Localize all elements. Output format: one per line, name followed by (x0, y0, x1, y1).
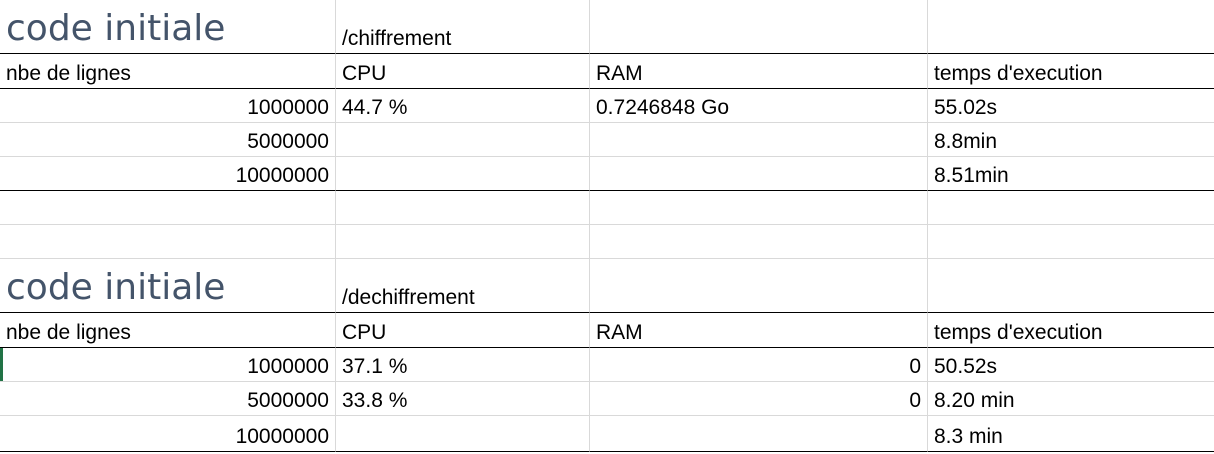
empty-cell[interactable] (590, 0, 928, 54)
section-1-title-row: code initiale /chiffrement (0, 0, 1214, 54)
table-row: 10000000 8.51min (0, 157, 1214, 191)
header-cpu[interactable]: CPU (336, 54, 590, 89)
cpu-cell[interactable] (336, 416, 590, 452)
section-1-header-row: nbe de lignes CPU RAM temps d'execution (0, 54, 1214, 89)
cpu-cell[interactable]: 37.1 % (336, 348, 590, 382)
time-cell[interactable]: 8.20 min (928, 382, 1214, 416)
empty-cell[interactable] (336, 191, 590, 225)
empty-cell[interactable] (0, 225, 336, 259)
header-time[interactable]: temps d'execution (928, 313, 1214, 348)
empty-cell[interactable] (928, 191, 1214, 225)
empty-cell[interactable] (0, 191, 336, 225)
empty-cell[interactable] (590, 191, 928, 225)
ram-cell[interactable]: 0 (590, 382, 928, 416)
header-ram[interactable]: RAM (590, 313, 928, 348)
cpu-cell[interactable]: 33.8 % (336, 382, 590, 416)
empty-cell[interactable] (590, 259, 928, 313)
empty-cell[interactable] (336, 225, 590, 259)
empty-row (0, 225, 1214, 259)
header-lines[interactable]: nbe de lignes (0, 313, 336, 348)
lines-cell[interactable]: 10000000 (0, 416, 336, 452)
cpu-cell[interactable]: 44.7 % (336, 89, 590, 123)
table-row: 5000000 33.8 % 0 8.20 min (0, 382, 1214, 416)
section-2-operation[interactable]: /dechiffrement (336, 259, 590, 313)
header-cpu[interactable]: CPU (336, 313, 590, 348)
table-row: 1000000 44.7 % 0.7246848 Go 55.02s (0, 89, 1214, 123)
header-time[interactable]: temps d'execution (928, 54, 1214, 89)
ram-cell[interactable] (590, 416, 928, 452)
section-2-title-row: code initiale /dechiffrement (0, 259, 1214, 313)
ram-cell[interactable] (590, 157, 928, 191)
time-cell[interactable]: 8.3 min (928, 416, 1214, 452)
section-1-title[interactable]: code initiale (0, 0, 336, 54)
ram-cell[interactable] (590, 123, 928, 157)
time-cell[interactable]: 50.52s (928, 348, 1214, 382)
cpu-cell[interactable] (336, 157, 590, 191)
ram-cell[interactable]: 0 (590, 348, 928, 382)
empty-row (0, 191, 1214, 225)
lines-cell[interactable]: 1000000 (0, 89, 336, 123)
time-cell[interactable]: 55.02s (928, 89, 1214, 123)
empty-cell[interactable] (928, 225, 1214, 259)
header-ram[interactable]: RAM (590, 54, 928, 89)
section-1-operation[interactable]: /chiffrement (336, 0, 590, 54)
lines-cell[interactable]: 5000000 (0, 123, 336, 157)
cpu-cell[interactable] (336, 123, 590, 157)
time-cell[interactable]: 8.51min (928, 157, 1214, 191)
empty-cell[interactable] (590, 225, 928, 259)
lines-cell[interactable]: 1000000 (0, 348, 336, 382)
section-2-title[interactable]: code initiale (0, 259, 336, 313)
table-row: 5000000 8.8min (0, 123, 1214, 157)
section-2-header-row: nbe de lignes CPU RAM temps d'execution (0, 313, 1214, 348)
empty-cell[interactable] (928, 259, 1214, 313)
lines-cell[interactable]: 10000000 (0, 157, 336, 191)
ram-cell[interactable]: 0.7246848 Go (590, 89, 928, 123)
table-row: 1000000 37.1 % 0 50.52s (0, 348, 1214, 382)
lines-cell[interactable]: 5000000 (0, 382, 336, 416)
empty-cell[interactable] (928, 0, 1214, 54)
time-cell[interactable]: 8.8min (928, 123, 1214, 157)
header-lines[interactable]: nbe de lignes (0, 54, 336, 89)
table-row: 10000000 8.3 min (0, 416, 1214, 452)
